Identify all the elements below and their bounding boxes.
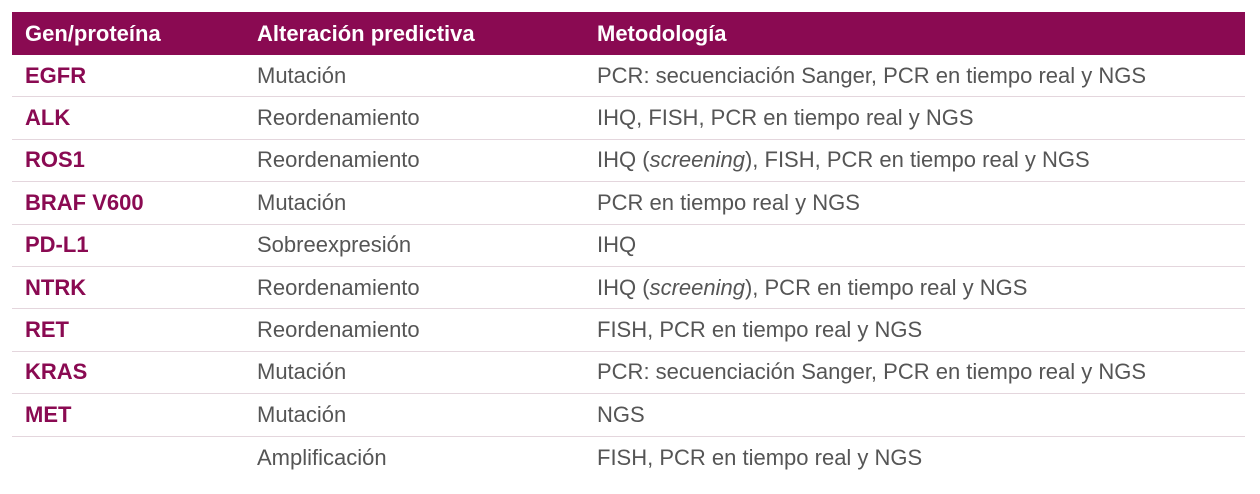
table-row: KRAS Mutación PCR: secuenciación Sanger, P…: [12, 352, 1245, 395]
method-cell: IHQ (screening), FISH, PCR en tiempo rea…: [597, 147, 1245, 173]
method-text: IHQ (: [597, 147, 650, 173]
method-cell: IHQ: [597, 232, 1245, 258]
alteration-cell: Reordenamiento: [257, 274, 420, 300]
alteration-cell: Mutación: [257, 359, 347, 385]
alteration-cell: Mutación: [257, 62, 347, 88]
table-row: ROS1 Reordenamiento IHQ (screening), FISH,…: [12, 140, 1245, 183]
alteration-cell: Mutación: [257, 189, 347, 215]
gene-cell: ALK: [25, 105, 71, 131]
method-text: screening: [649, 274, 745, 300]
header-cell: Alteración predictiva: [257, 20, 475, 46]
gene-cell: NTRK: [25, 274, 87, 300]
gene-cell: PD-L1: [25, 232, 89, 258]
method-text: FISH, PCR en tiempo real y NGS: [597, 444, 923, 470]
method-text: IHQ, FISH, PCR en tiempo real y NGS: [597, 105, 974, 131]
gene-cell: MET: [25, 401, 72, 427]
alteration-cell: Sobreexpresión: [257, 232, 412, 258]
method-cell: IHQ, FISH, PCR en tiempo real y NGS: [597, 105, 1245, 131]
alteration-cell: Reordenamiento: [257, 147, 420, 173]
header-row: Gen/proteína Alteración predictiva Metodol…: [12, 12, 1245, 55]
table-row: NTRK Reordenamiento IHQ (screening), PCR e…: [12, 267, 1245, 310]
method-text: ), PCR en tiempo real y NGS: [744, 274, 1028, 300]
method-text: IHQ: [597, 232, 637, 258]
header-cell: Metodología: [597, 20, 727, 46]
table-row: Amplificación FISH, PCR en tiempo real y …: [12, 437, 1245, 479]
table-row: ALK Reordenamiento IHQ, FISH, PCR en tiemp…: [12, 97, 1245, 140]
method-text: PCR: secuenciación Sanger, PCR en tiempo…: [597, 62, 1147, 88]
table-row: PD-L1 Sobreexpresión IHQ: [12, 225, 1245, 267]
gene-cell: BRAF V600: [25, 189, 144, 215]
method-cell: PCR en tiempo real y NGS: [597, 190, 1245, 216]
method-cell: FISH, PCR en tiempo real y NGS: [597, 317, 1245, 343]
table-row: RET Reordenamiento FISH, PCR en tiempo rea…: [12, 309, 1245, 352]
method-text: PCR en tiempo real y NGS: [597, 189, 860, 215]
method-text: ), FISH, PCR en tiempo real y NGS: [744, 147, 1090, 173]
method-cell: PCR: secuenciación Sanger, PCR en tiempo…: [597, 63, 1245, 89]
header-cell: Gen/proteína: [25, 20, 161, 46]
table-row: MET Mutación NGS: [12, 394, 1245, 437]
alteration-cell: Mutación: [257, 401, 347, 427]
gene-cell: EGFR: [25, 62, 87, 88]
method-text: screening: [649, 147, 745, 173]
method-text: NGS: [597, 401, 645, 427]
method-cell: IHQ (screening), PCR en tiempo real y NG…: [597, 275, 1245, 301]
method-cell: PCR: secuenciación Sanger, PCR en tiempo…: [597, 359, 1245, 385]
gene-cell: KRAS: [25, 359, 88, 385]
gene-cell: RET: [25, 317, 69, 343]
gene-cell: ROS1: [25, 147, 85, 173]
alteration-cell: Reordenamiento: [257, 105, 420, 131]
method-cell: FISH, PCR en tiempo real y NGS: [597, 445, 1245, 471]
table: Gen/proteína Alteración predictiva Metodol…: [12, 12, 1245, 479]
alteration-cell: Amplificación: [257, 444, 387, 470]
table-row: BRAF V600 Mutación PCR en tiempo real y NG…: [12, 182, 1245, 225]
method-text: IHQ (: [597, 274, 650, 300]
method-text: FISH, PCR en tiempo real y NGS: [597, 317, 923, 343]
method-text: PCR: secuenciación Sanger, PCR en tiempo…: [597, 359, 1147, 385]
table-row: EGFR Mutación PCR: secuenciación Sanger, P…: [12, 55, 1245, 98]
method-cell: NGS: [597, 402, 1245, 428]
alteration-cell: Reordenamiento: [257, 317, 420, 343]
